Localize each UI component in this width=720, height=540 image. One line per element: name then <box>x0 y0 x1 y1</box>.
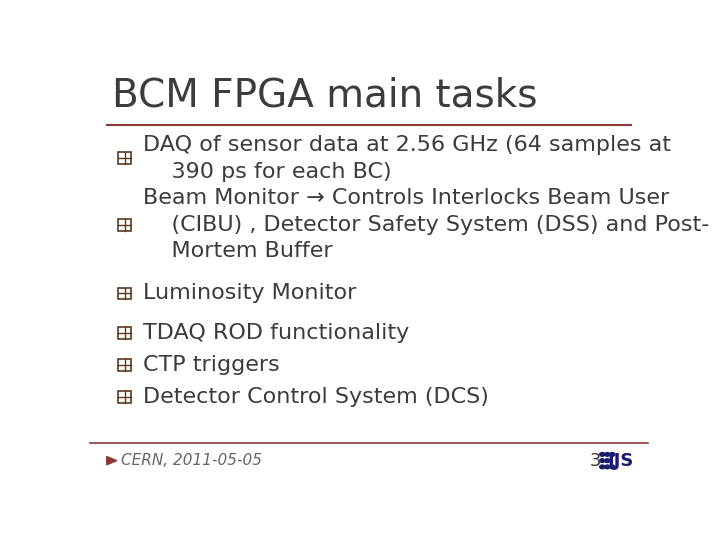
Text: BCM FPGA main tasks: BCM FPGA main tasks <box>112 77 538 115</box>
Circle shape <box>605 459 610 463</box>
Text: CTP triggers: CTP triggers <box>143 355 280 375</box>
Text: TDAQ ROD functionality: TDAQ ROD functionality <box>143 323 409 343</box>
Bar <box>118 359 131 371</box>
Text: IJS: IJS <box>608 451 634 470</box>
Circle shape <box>600 465 605 469</box>
Text: CERN, 2011-05-05: CERN, 2011-05-05 <box>121 453 261 468</box>
Text: DAQ of sensor data at 2.56 GHz (64 samples at
    390 ps for each BC): DAQ of sensor data at 2.56 GHz (64 sampl… <box>143 135 671 181</box>
Polygon shape <box>107 456 117 465</box>
Text: Luminosity Monitor: Luminosity Monitor <box>143 284 356 303</box>
Circle shape <box>605 453 610 456</box>
Circle shape <box>610 453 615 456</box>
Circle shape <box>600 453 605 456</box>
Circle shape <box>605 465 610 469</box>
Bar <box>118 287 131 300</box>
Bar <box>118 152 131 164</box>
Circle shape <box>600 459 605 463</box>
Circle shape <box>610 465 615 469</box>
Bar <box>118 219 131 231</box>
Text: Beam Monitor → Controls Interlocks Beam User
    (CIBU) , Detector Safety System: Beam Monitor → Controls Interlocks Beam … <box>143 188 709 261</box>
Text: Detector Control System (DCS): Detector Control System (DCS) <box>143 387 489 408</box>
Text: 3: 3 <box>590 451 601 470</box>
Bar <box>118 327 131 339</box>
Bar <box>118 392 131 403</box>
